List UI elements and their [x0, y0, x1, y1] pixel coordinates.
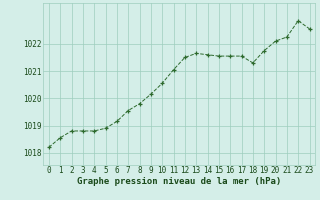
- X-axis label: Graphe pression niveau de la mer (hPa): Graphe pression niveau de la mer (hPa): [77, 177, 281, 186]
